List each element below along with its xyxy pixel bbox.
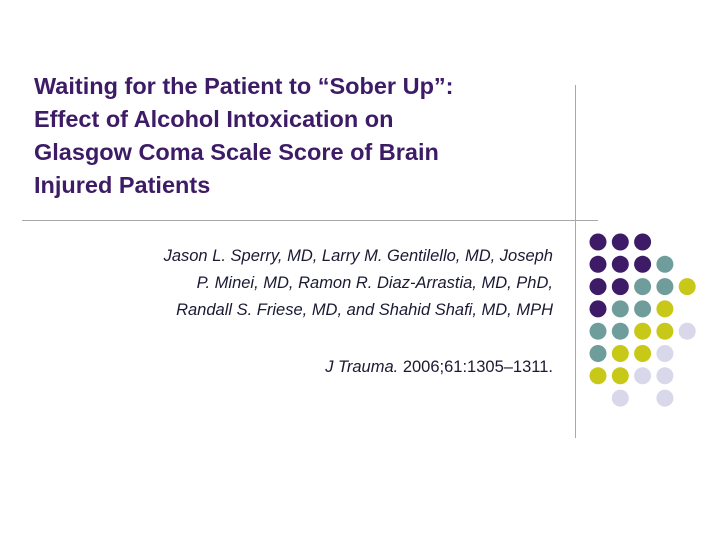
dot-teal [634, 278, 652, 296]
dot-lavender [656, 389, 674, 407]
horizontal-divider [22, 220, 598, 221]
dot-purple [589, 278, 607, 296]
slide-title: Waiting for the Patient to “Sober Up”: E… [34, 70, 574, 202]
dot-yellow [678, 278, 696, 296]
author-line: P. Minei, MD, Ramon R. Diaz-Arrastia, MD… [196, 274, 553, 292]
dot-purple [611, 233, 629, 251]
citation-details: 2006;61:1305–1311. [398, 358, 553, 376]
title-line: Glasgow Coma Scale Score of Brain [34, 139, 439, 165]
dot-lavender [678, 322, 696, 340]
citation: J Trauma. 2006;61:1305–1311. [260, 355, 553, 379]
author-line: Randall S. Friese, MD, and Shahid Shafi,… [176, 301, 553, 319]
dot-lavender [656, 367, 674, 385]
dot-yellow [634, 322, 652, 340]
dot-purple [589, 233, 607, 251]
dot-yellow [656, 300, 674, 318]
author-list: Jason L. Sperry, MD, Larry M. Gentilello… [60, 243, 553, 324]
dot-purple [611, 278, 629, 296]
dot-teal [589, 322, 607, 340]
author-line: Jason L. Sperry, MD, Larry M. Gentilello… [163, 247, 553, 265]
dot-teal [611, 322, 629, 340]
dot-yellow [656, 322, 674, 340]
dot-purple [634, 255, 652, 273]
dot-lavender [611, 389, 629, 407]
dot-yellow [589, 367, 607, 385]
dot-yellow [611, 367, 629, 385]
dot-teal [611, 300, 629, 318]
vertical-divider [575, 85, 576, 438]
dot-yellow [611, 345, 629, 362]
journal-name: J Trauma. [325, 358, 399, 376]
title-line: Effect of Alcohol Intoxication on [34, 106, 394, 132]
dot-teal [656, 255, 674, 273]
dot-purple [589, 300, 607, 318]
dot-yellow [634, 345, 652, 362]
title-line: Waiting for the Patient to “Sober Up”: [34, 73, 454, 99]
dot-lavender [634, 367, 652, 385]
dot-teal [589, 345, 607, 362]
dot-purple [589, 255, 607, 273]
dot-purple [611, 255, 629, 273]
dot-lavender [656, 345, 674, 362]
dot-teal [656, 278, 674, 296]
dot-teal [634, 300, 652, 318]
title-line: Injured Patients [34, 172, 211, 198]
dot-purple [634, 233, 652, 251]
